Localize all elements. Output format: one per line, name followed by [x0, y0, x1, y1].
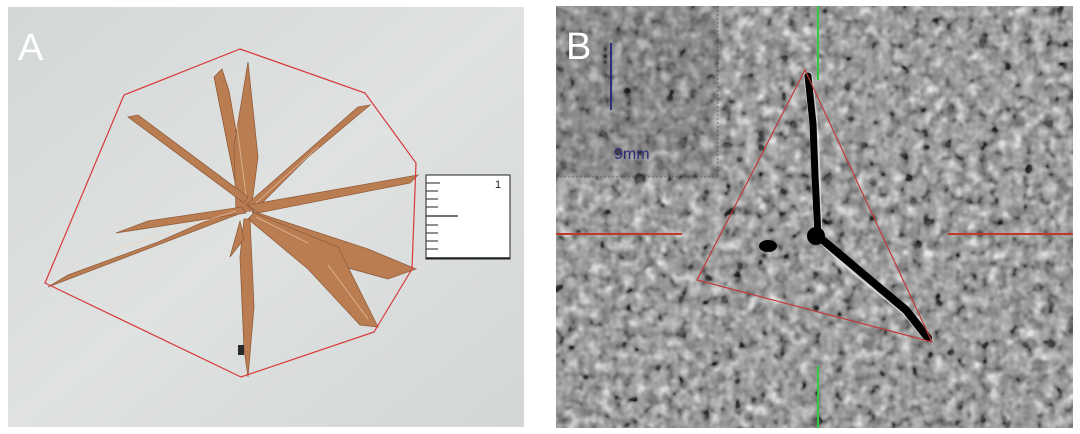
panel-a-photo	[8, 7, 524, 427]
panel-a-label: A	[18, 27, 44, 69]
panel-b-label: B	[566, 26, 592, 68]
ruler	[425, 174, 511, 260]
panel-b: 9mm B	[556, 6, 1073, 428]
specimen-tip	[238, 345, 244, 355]
scale-bar-label: 9mm	[614, 146, 650, 163]
specimen-highlights	[107, 96, 369, 320]
hull-outline	[44, 48, 417, 378]
scale-inset	[556, 6, 718, 177]
panel-b-ct-slice	[556, 6, 1073, 428]
crack	[759, 72, 932, 342]
triangle-outline	[696, 68, 934, 343]
ruler-number: 1	[495, 179, 502, 191]
panel-a: 1 A	[8, 7, 524, 427]
